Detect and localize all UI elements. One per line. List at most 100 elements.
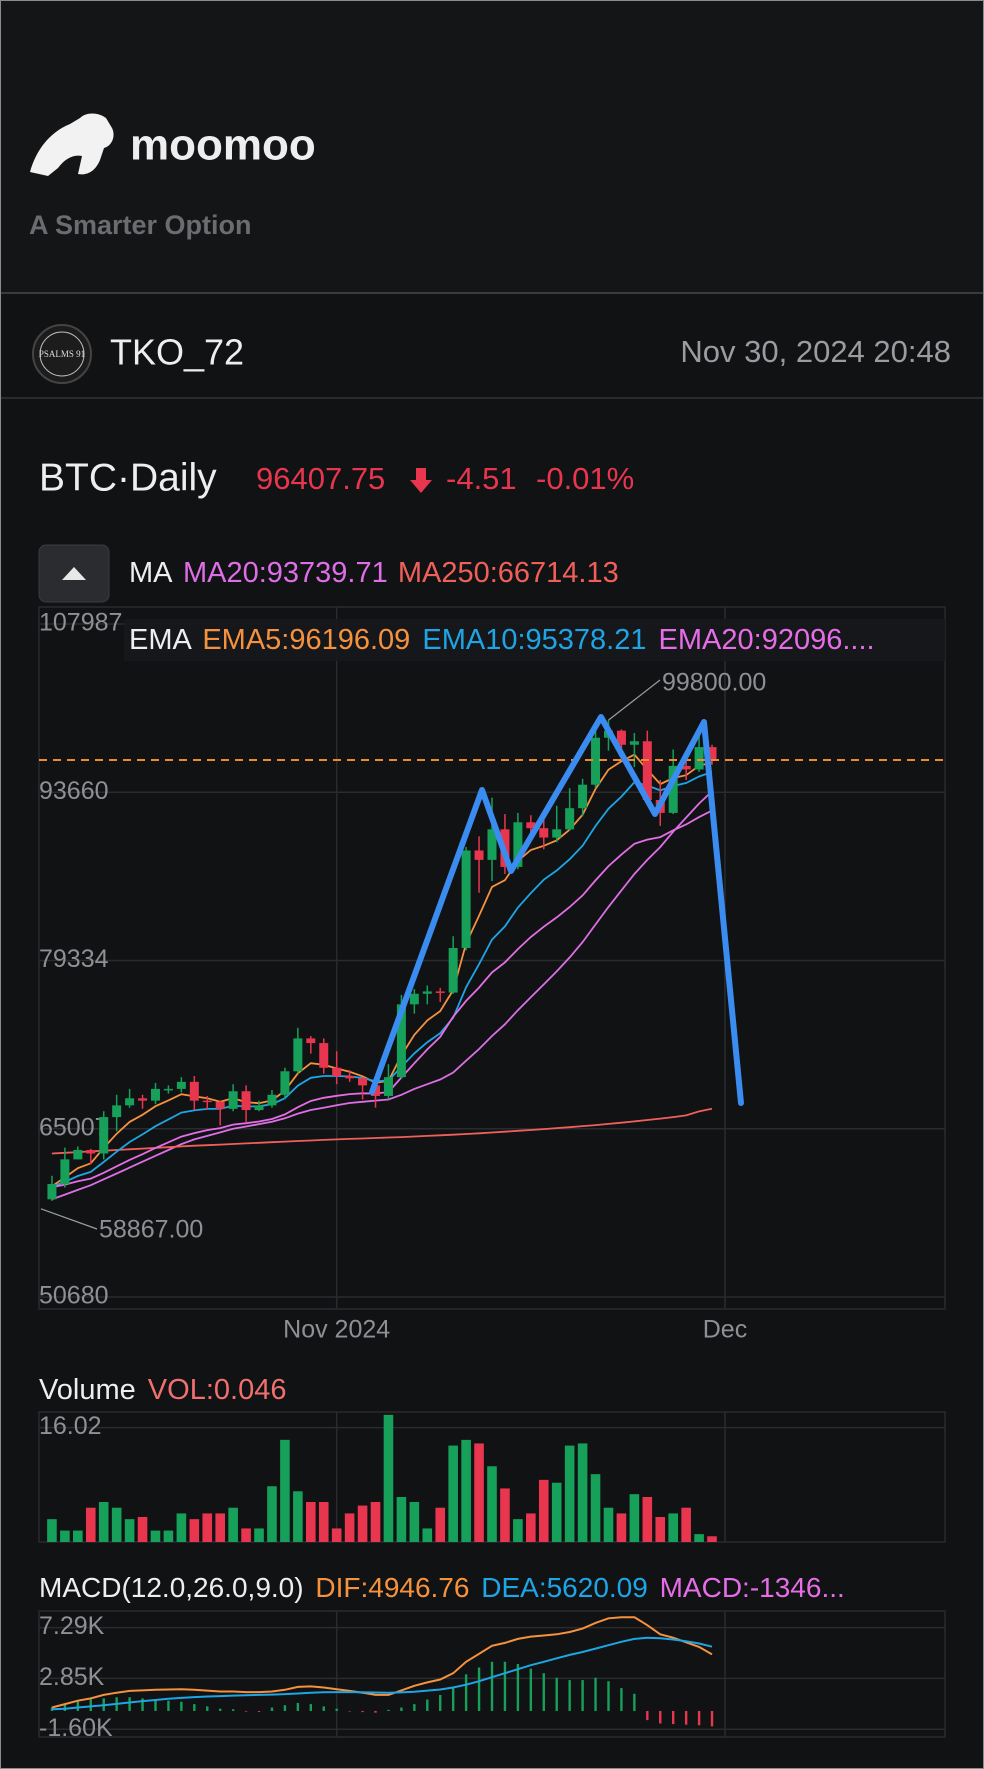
candle-body	[306, 1038, 316, 1044]
y-tick-label: 50680	[39, 1282, 109, 1310]
candle-body	[267, 1094, 277, 1106]
high-label: 99800.00	[662, 669, 766, 697]
volume-bar	[526, 1513, 536, 1542]
candle-body	[112, 1105, 122, 1118]
macd-title: MACD(12.0,26.0,9.0) DIF:4946.76 DEA:5620…	[39, 1572, 845, 1603]
candle-body	[163, 1088, 173, 1091]
candle-body	[668, 765, 678, 813]
volume-bar	[474, 1443, 484, 1542]
y-tick-label: 2.85K	[39, 1663, 105, 1691]
volume-bar	[551, 1482, 562, 1542]
candle-body	[539, 828, 549, 838]
candle-body	[99, 1117, 109, 1154]
brand-name: moomoo	[130, 121, 316, 170]
macd-bar	[413, 1704, 416, 1711]
leader-line	[40, 1208, 98, 1230]
username[interactable]: TKO_72	[110, 332, 244, 373]
avatar-text: PSALMS 91	[39, 349, 85, 359]
macd-bar	[219, 1708, 222, 1711]
macd-bar	[594, 1677, 597, 1711]
macd-bar	[581, 1680, 584, 1711]
volume-bar	[396, 1497, 407, 1542]
volume-bar	[629, 1494, 640, 1542]
timestamp: Nov 30, 2024 20:48	[680, 334, 951, 369]
volume-bar	[176, 1513, 187, 1542]
volume-bar	[344, 1513, 355, 1542]
macd-bar	[154, 1699, 157, 1711]
volume-bar	[306, 1502, 316, 1542]
collapse-icon	[62, 567, 86, 580]
candle-body	[461, 850, 471, 948]
y-tick-label: 93660	[39, 777, 109, 805]
panel-subtitle: VOL:0.046	[148, 1374, 287, 1406]
macd-bar	[244, 1710, 248, 1712]
ema-legend: EMA EMA5:96196.09 EMA10:95378.21 EMA20:9…	[129, 624, 875, 656]
legend-item: MA20:93739.71	[183, 557, 388, 589]
volume-bar	[60, 1530, 70, 1542]
macd-bar	[374, 1710, 377, 1713]
volume-bar	[215, 1513, 225, 1542]
macd-bar	[451, 1686, 455, 1711]
volume-bar	[681, 1507, 691, 1542]
macd-bar	[283, 1705, 287, 1711]
candle-body	[642, 741, 652, 800]
legend-item: MACD:-1346...	[660, 1572, 845, 1603]
volume-bar	[267, 1486, 277, 1542]
volume-bar	[111, 1507, 122, 1542]
macd-bar	[89, 1699, 92, 1711]
ema-legend-bg	[124, 619, 945, 661]
indicator-line	[51, 809, 713, 1189]
macd-bar	[335, 1708, 338, 1711]
y-tick-label: 7.29K	[39, 1612, 105, 1640]
candle-body	[513, 822, 523, 867]
legend-label: MA	[129, 557, 173, 589]
macd-bar	[555, 1677, 558, 1711]
volume-title: Volume VOL:0.046	[39, 1374, 286, 1406]
macd-bar	[193, 1704, 196, 1711]
candle-body	[202, 1100, 212, 1103]
macd-bar	[348, 1710, 351, 1712]
volume-bar	[668, 1513, 678, 1542]
y-tick-label: 107987	[39, 609, 122, 637]
volume-bar	[707, 1536, 717, 1542]
candle-body	[125, 1098, 135, 1106]
candle-body	[176, 1081, 186, 1089]
macd-bar	[206, 1706, 209, 1711]
candle-body	[616, 730, 626, 745]
candle-body	[578, 784, 588, 809]
y-tick-label: -1.60K	[39, 1714, 113, 1742]
candle-body	[150, 1088, 160, 1101]
volume-bar	[357, 1505, 368, 1542]
candle-body	[228, 1091, 238, 1109]
y-tick-label: 65007	[39, 1113, 109, 1141]
volume-bar	[448, 1445, 458, 1542]
candle-body	[694, 747, 704, 770]
candle-body	[448, 947, 458, 993]
candle-body	[591, 737, 601, 785]
chart-title: BTC·Daily	[39, 456, 217, 499]
macd-bar	[542, 1673, 545, 1711]
avatar[interactable]	[32, 324, 92, 384]
macd-bar	[400, 1707, 403, 1711]
macd-bar	[309, 1704, 312, 1711]
macd-bar	[387, 1709, 390, 1711]
volume-bar	[241, 1528, 251, 1542]
volume-bar	[370, 1502, 381, 1542]
candle-body	[280, 1071, 290, 1095]
macd-bar	[426, 1699, 429, 1711]
macd-bar	[167, 1700, 170, 1711]
y-tick-label: 79334	[39, 945, 109, 973]
leader-line	[608, 679, 661, 721]
panel-title: Volume	[39, 1374, 136, 1406]
volume-bar	[616, 1513, 627, 1542]
volume-bar	[124, 1519, 135, 1542]
x-tick-label: Nov 2024	[283, 1316, 390, 1344]
volume-bar	[189, 1519, 200, 1542]
candle-body	[565, 808, 575, 830]
macd-bar	[128, 1697, 131, 1711]
volume-bar	[461, 1439, 471, 1542]
candle-body	[383, 1077, 393, 1096]
macd-bar	[503, 1661, 507, 1711]
candle-body	[422, 991, 432, 994]
